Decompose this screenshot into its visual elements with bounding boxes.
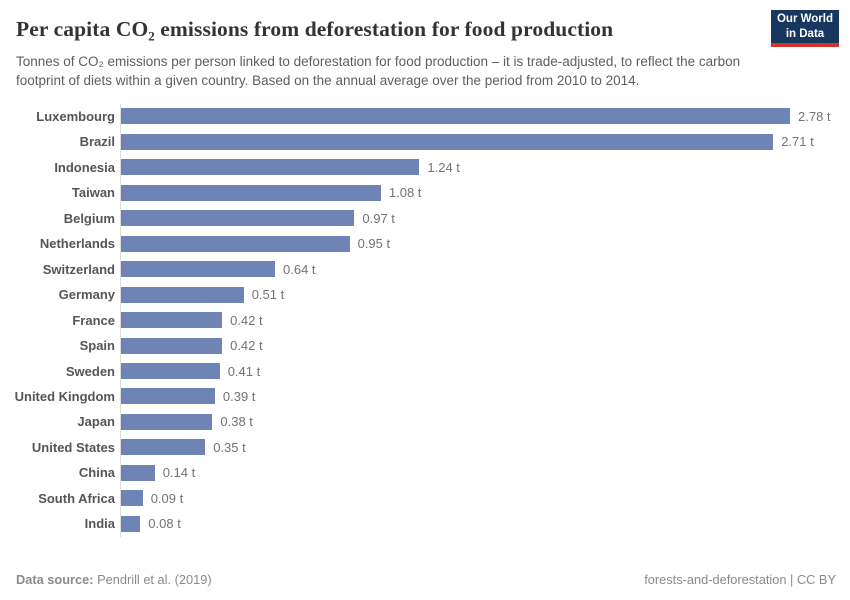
value-label: 0.42 t <box>230 312 263 328</box>
value-label: 0.09 t <box>150 490 184 506</box>
bar-area: 0.09 t <box>120 485 850 512</box>
bar-row: China 0.14 t <box>0 460 850 486</box>
bar-row: United Kingdom 0.39 t <box>0 383 850 410</box>
country-label: Japan <box>77 414 115 430</box>
value-label: 0.41 t <box>227 363 261 379</box>
bar-row: Germany 0.51 t <box>0 281 850 308</box>
bar[interactable] <box>121 464 155 481</box>
chart-header: Per capita CO₂ emissions from deforestat… <box>0 0 850 91</box>
country-label: Belgium <box>63 210 115 226</box>
value-label: 0.14 t <box>162 465 196 481</box>
bar[interactable] <box>121 439 206 456</box>
chart-title: Per capita CO₂ emissions from deforestat… <box>16 17 614 41</box>
bar-row: Netherlands 0.95 t <box>0 230 850 257</box>
bar[interactable] <box>121 210 355 227</box>
value-label: 0.39 t <box>222 388 256 404</box>
country-label: Netherlands <box>39 236 115 252</box>
bar-area: 0.42 t <box>120 307 850 333</box>
bar-area: 1.08 t <box>120 180 850 206</box>
value-label: 0.38 t <box>220 414 253 430</box>
bar[interactable] <box>121 108 790 125</box>
bar-area: 0.41 t <box>120 358 850 384</box>
value-label: 1.24 t <box>427 159 460 175</box>
country-label: United Kingdom <box>14 388 115 404</box>
bar-area: 2.78 t <box>120 103 850 130</box>
data-source: Data source: Pendrill et al. (2019) <box>16 572 212 587</box>
bar-row: Belgium 0.97 t <box>0 205 850 231</box>
bar[interactable] <box>121 235 350 252</box>
bar-area: 0.08 t <box>120 511 850 537</box>
country-label: Luxembourg <box>36 108 115 124</box>
country-label: Taiwan <box>71 185 115 201</box>
chart-subtitle: Tonnes of CO₂ emissions per person linke… <box>16 54 741 89</box>
logo-line1: Our World <box>776 12 833 25</box>
bar-area: 0.39 t <box>120 383 850 410</box>
value-label: 2.71 t <box>781 134 814 150</box>
bar-row: India 0.08 t <box>0 511 850 537</box>
license-note: forests-and-deforestation | CC BY <box>644 572 836 587</box>
bar-row: Spain 0.42 t <box>0 332 850 359</box>
bar[interactable] <box>121 363 220 380</box>
bar[interactable] <box>121 261 275 278</box>
country-label: Germany <box>58 287 115 303</box>
country-label: China <box>78 465 115 481</box>
bar[interactable] <box>121 413 213 430</box>
bar-row: United States 0.35 t <box>0 434 850 461</box>
bar-row: Sweden 0.41 t <box>0 358 850 384</box>
bar-row: Indonesia 1.24 t <box>0 154 850 180</box>
value-label: 0.64 t <box>283 261 316 277</box>
bar-rows: Luxembourg 2.78 t Brazil 2.71 t Indonesia 1.2… <box>0 103 850 537</box>
owid-logo[interactable]: Our World in Data <box>771 10 839 47</box>
value-label: 2.78 t <box>798 108 831 124</box>
bar-area: 0.42 t <box>120 332 850 359</box>
bar-chart: Luxembourg 2.78 t Brazil 2.71 t Indonesia 1.2… <box>0 103 850 537</box>
bar-area: 0.51 t <box>120 281 850 308</box>
bar-area: 1.24 t <box>120 154 850 180</box>
bar-area: 0.14 t <box>120 460 850 486</box>
bar-row: France 0.42 t <box>0 307 850 333</box>
country-label: Indonesia <box>54 159 115 175</box>
bar-area: 0.35 t <box>120 434 850 461</box>
country-label: France <box>72 312 115 328</box>
value-label: 0.97 t <box>362 210 395 226</box>
country-label: Switzerland <box>42 261 115 277</box>
country-label: Sweden <box>65 363 115 379</box>
bar-area: 2.71 t <box>120 129 850 155</box>
chart-footer: Data source: Pendrill et al. (2019) fore… <box>16 572 836 587</box>
bar-area: 0.64 t <box>120 256 850 282</box>
country-label: India <box>84 516 115 532</box>
bar[interactable] <box>121 312 223 329</box>
value-label: 0.35 t <box>213 439 246 455</box>
value-label: 1.08 t <box>388 185 422 201</box>
bar[interactable] <box>121 337 223 354</box>
country-label: United States <box>31 439 115 455</box>
data-source-label: Data source: <box>16 572 94 587</box>
country-label: Brazil <box>79 134 115 150</box>
bar-row: Brazil 2.71 t <box>0 129 850 155</box>
value-label: 0.95 t <box>357 236 391 252</box>
bar[interactable] <box>121 133 774 150</box>
bar-row: Switzerland 0.64 t <box>0 256 850 282</box>
logo-line2: in Data <box>785 27 825 40</box>
bar[interactable] <box>121 184 381 201</box>
bar-row: Taiwan 1.08 t <box>0 180 850 206</box>
country-label: South Africa <box>38 490 115 506</box>
bar-row: Japan 0.38 t <box>0 409 850 435</box>
bar[interactable] <box>121 515 141 532</box>
bar-area: 0.97 t <box>120 205 850 231</box>
value-label: 0.42 t <box>230 338 263 354</box>
bar[interactable] <box>121 490 143 507</box>
bar[interactable] <box>121 286 244 303</box>
value-label: 0.08 t <box>148 516 181 532</box>
bar-area: 0.38 t <box>120 409 850 435</box>
bar-row: South Africa 0.09 t <box>0 485 850 512</box>
country-label: Spain <box>79 338 115 354</box>
data-source-value: Pendrill et al. (2019) <box>93 572 212 587</box>
value-label: 0.51 t <box>251 287 285 303</box>
bar[interactable] <box>121 388 215 405</box>
bar-area: 0.95 t <box>120 230 850 257</box>
bar-row: Luxembourg 2.78 t <box>0 103 850 130</box>
bar[interactable] <box>121 159 420 176</box>
